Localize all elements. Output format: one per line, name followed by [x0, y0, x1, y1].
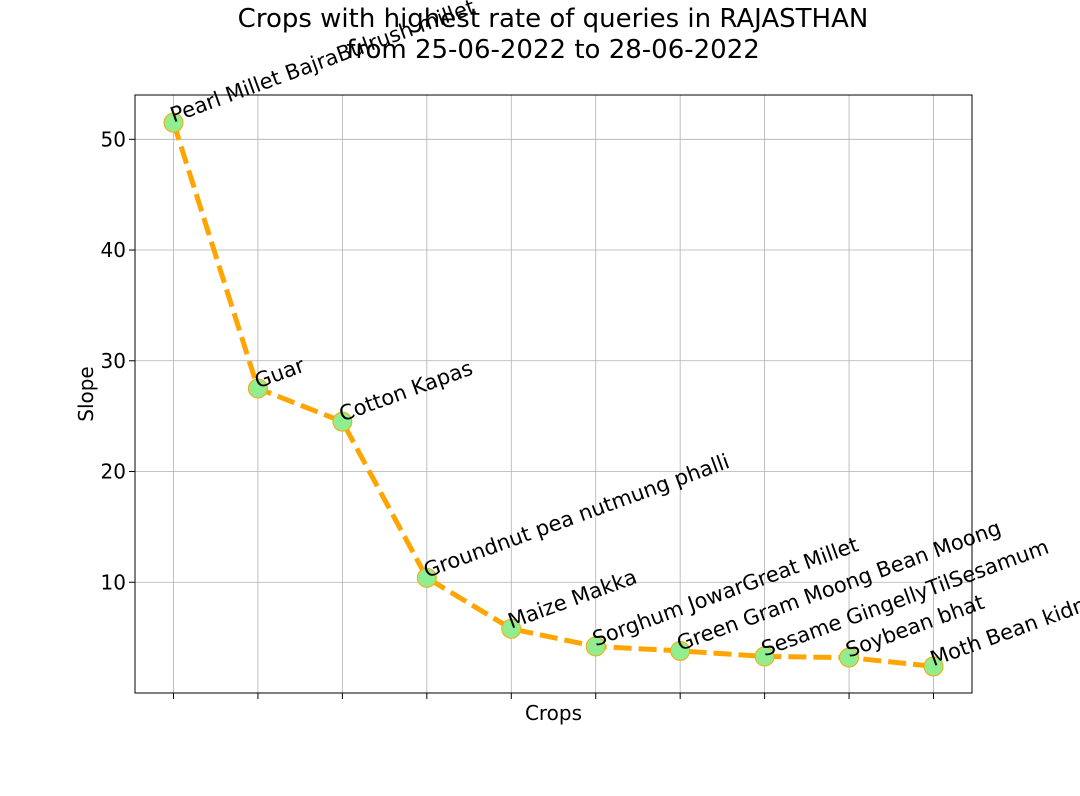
plot-frame [134, 94, 973, 694]
data-point [923, 656, 944, 677]
x-axis-label: Crops [525, 701, 582, 725]
data-point [839, 647, 860, 668]
data-point [332, 411, 353, 432]
chart-title-line-2: from 25-06-2022 to 28-06-2022 [346, 35, 760, 65]
y-tick-label: 10 [101, 570, 126, 594]
point-label: Cotton Kapas [336, 356, 476, 427]
point-label: Groundnut pea nutmung phalli [420, 449, 732, 582]
data-point [754, 646, 775, 667]
y-axis-label: Slope [74, 366, 98, 422]
chart-title-line-1: Crops with highest rate of queries in RA… [237, 4, 869, 34]
point-label: Guar [251, 353, 308, 393]
data-point [501, 618, 522, 639]
y-tick-label: 20 [101, 460, 126, 484]
data-point [247, 378, 268, 399]
y-tick-label: 50 [101, 127, 126, 151]
series-line [171, 121, 934, 669]
data-point [670, 640, 691, 661]
data-point [585, 636, 606, 657]
data-point [163, 112, 184, 133]
y-tick-label: 40 [101, 238, 126, 262]
data-point [416, 567, 437, 588]
y-tick-label: 30 [101, 349, 126, 373]
